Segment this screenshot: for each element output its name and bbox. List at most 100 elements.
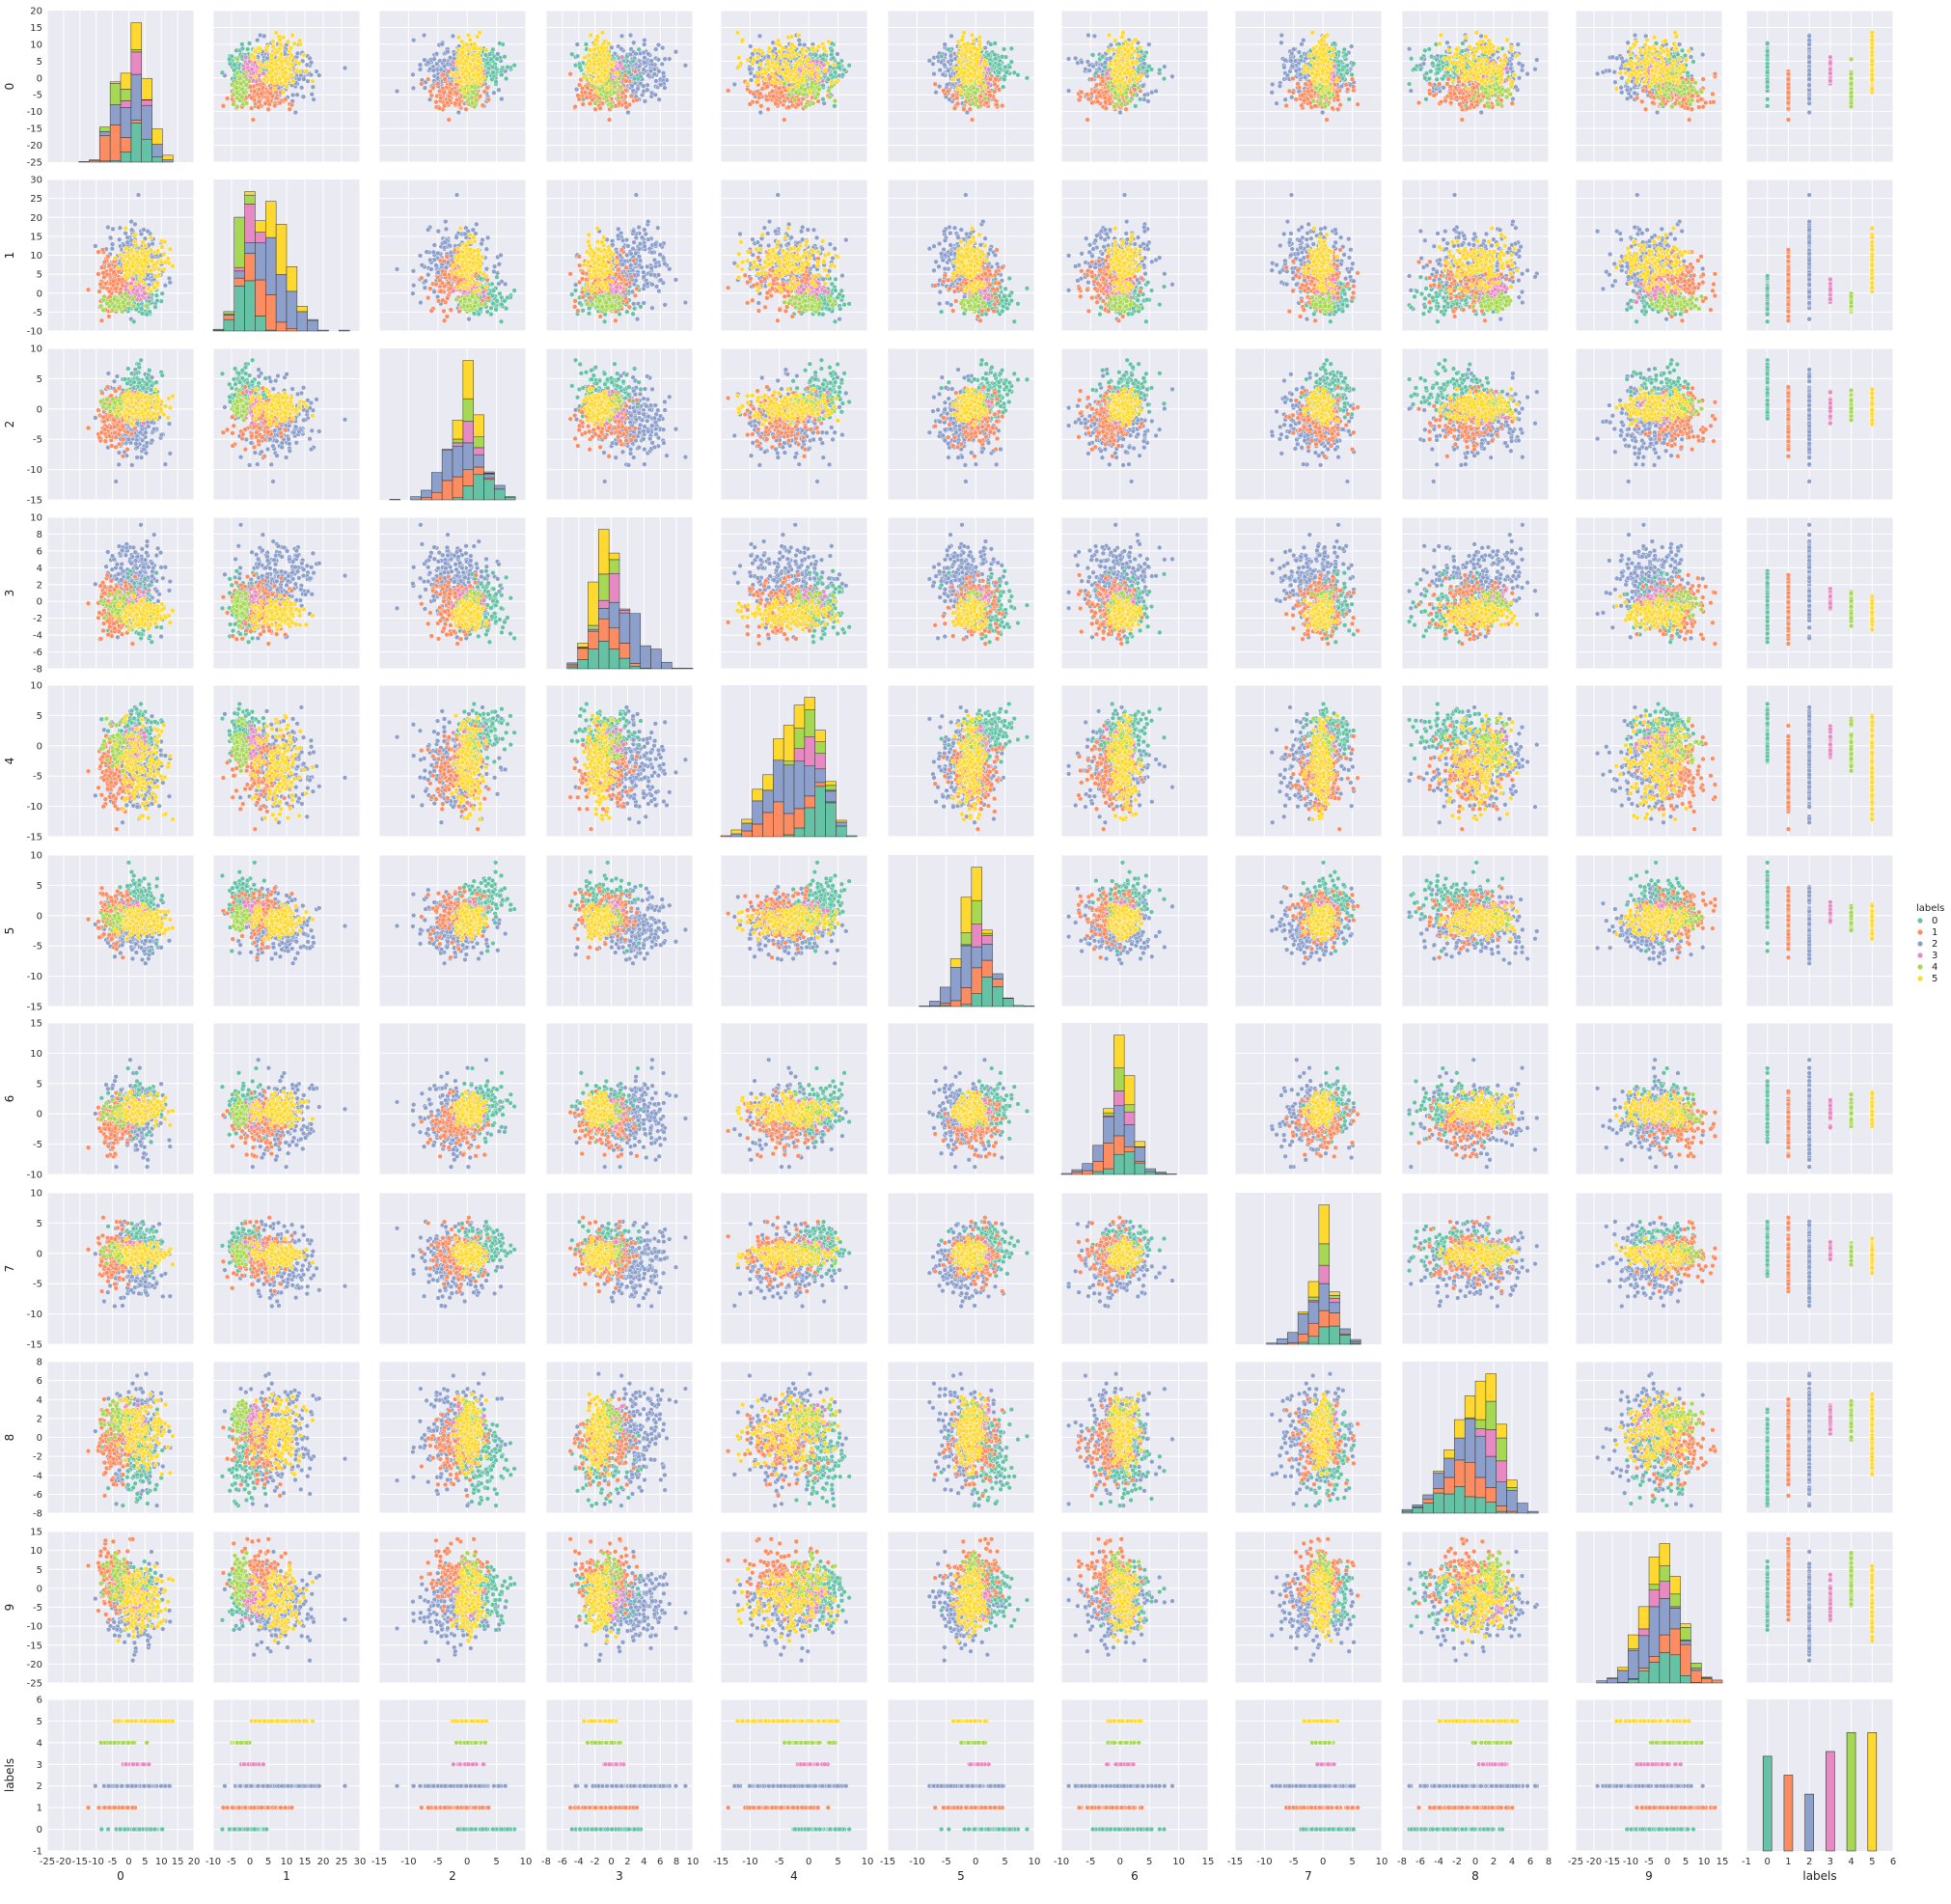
scatter-point <box>249 53 254 58</box>
scatter-point <box>312 97 316 102</box>
scatter-point <box>289 62 294 67</box>
histogram-bar <box>110 160 121 162</box>
y-tick-label: -10 <box>27 107 42 118</box>
scatter-point <box>293 59 298 64</box>
scatter-point <box>260 92 264 97</box>
scatter-point <box>261 86 265 91</box>
scatter-point <box>238 81 243 86</box>
scatter-point <box>289 72 294 77</box>
scatter-point <box>268 91 273 96</box>
scatter-point <box>288 107 292 112</box>
panel-0-vs-1 <box>213 11 360 162</box>
scatter-point <box>270 44 275 49</box>
scatter-point <box>293 110 298 115</box>
scatter-point <box>259 63 263 68</box>
scatter-point <box>301 77 306 82</box>
scatter-point <box>292 41 297 46</box>
scatter-point <box>267 70 272 75</box>
scatter-point <box>251 118 256 123</box>
histogram-bar <box>89 160 99 162</box>
scatter-point <box>311 85 316 90</box>
scatter-point <box>256 105 261 110</box>
scatter-point <box>284 70 289 75</box>
scatter-point <box>310 92 315 97</box>
scatter-point <box>240 46 245 51</box>
scatter-point <box>309 60 314 65</box>
scatter-point <box>225 97 230 101</box>
scatter-point <box>273 71 278 76</box>
pairplot-grid: -25-20-15-10-5051015200-10-5051015202530… <box>3 7 1896 1884</box>
scatter-point <box>306 79 311 84</box>
scatter-point <box>290 33 295 38</box>
scatter-point <box>241 91 246 96</box>
scatter-point <box>275 50 280 55</box>
scatter-point <box>239 42 244 47</box>
histogram-bar <box>162 160 173 162</box>
scatter-point <box>316 73 321 78</box>
histogram-bar <box>152 145 163 157</box>
panel-0-vs-2 <box>379 11 526 162</box>
scatter-point <box>309 72 314 77</box>
scatter-point <box>227 57 232 62</box>
scatter-point <box>270 40 275 44</box>
scatter-point <box>241 71 246 76</box>
scatter-point <box>343 66 347 70</box>
scatter-point <box>243 55 248 60</box>
scatter-point <box>247 79 252 84</box>
histogram-bar <box>131 23 142 50</box>
scatter-point <box>245 47 250 52</box>
histogram-bar <box>131 52 142 74</box>
histogram-bar <box>99 136 110 161</box>
scatter-point <box>295 51 300 56</box>
histogram-bar <box>152 129 163 145</box>
y-tick-label: 10 <box>30 40 42 50</box>
scatter-point <box>258 46 262 51</box>
scatter-point <box>269 78 274 83</box>
scatter-point <box>280 60 285 65</box>
histogram-bar <box>121 152 131 162</box>
scatter-point <box>261 34 266 39</box>
scatter-point <box>235 104 240 109</box>
histogram-bar <box>162 155 173 160</box>
histogram-bar <box>131 121 142 124</box>
scatter-point <box>297 39 302 43</box>
scatter-point <box>274 62 279 67</box>
y-axis-label: 0 <box>3 83 16 91</box>
scatter-point <box>249 96 254 100</box>
scatter-point <box>274 96 279 100</box>
histogram-bar <box>121 100 131 107</box>
scatter-point <box>233 63 237 68</box>
scatter-point <box>269 61 274 66</box>
scatter-point <box>255 38 260 42</box>
scatter-point <box>278 38 283 42</box>
scatter-point <box>289 45 293 50</box>
histogram-bar <box>110 84 121 105</box>
histogram-bar <box>110 124 121 160</box>
histogram-bar <box>142 100 152 105</box>
scatter-point <box>253 74 258 79</box>
histogram-bar <box>121 73 131 90</box>
y-tick-label: -5 <box>33 91 42 101</box>
scatter-point <box>311 79 316 84</box>
scatter-point <box>267 102 272 107</box>
histogram-bar <box>99 127 110 132</box>
scatter-point <box>264 48 269 53</box>
histogram-bar <box>131 74 142 121</box>
scatter-point <box>228 62 233 67</box>
y-tick-label: -25 <box>27 158 42 169</box>
scatter-point <box>297 69 302 74</box>
scatter-point <box>299 85 304 90</box>
histogram-bar <box>142 139 152 162</box>
histogram-bar <box>121 90 131 101</box>
scatter-point <box>244 101 249 106</box>
scatter-point <box>221 103 226 108</box>
scatter-point <box>290 93 295 97</box>
scatter-point <box>301 95 306 99</box>
scatter-point <box>304 69 309 73</box>
scatter-point <box>263 101 268 106</box>
scatter-point <box>247 41 252 45</box>
scatter-point <box>286 40 290 44</box>
panel-0-vs-0 <box>47 11 194 162</box>
scatter-point <box>269 53 274 58</box>
scatter-point <box>289 53 294 58</box>
